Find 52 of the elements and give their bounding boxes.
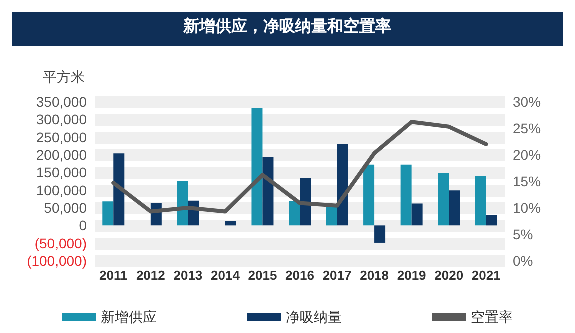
bar — [252, 108, 263, 226]
bar — [300, 178, 311, 226]
bar — [449, 190, 460, 226]
bar — [486, 215, 498, 226]
y-tick-label: (50,000) — [34, 235, 87, 252]
y2-tick-label: 10% — [513, 200, 542, 216]
y2-tick-label: 20% — [513, 147, 542, 163]
x-tick-label: 2014 — [210, 268, 241, 283]
y-tick-label: 50,000 — [44, 200, 88, 216]
x-tick-label: 2012 — [136, 268, 166, 283]
x-tick-label: 2015 — [248, 268, 278, 283]
bar — [326, 206, 338, 226]
y-tick-label: 350,000 — [36, 94, 88, 110]
bar — [177, 182, 188, 226]
bar — [364, 164, 375, 226]
bar — [475, 176, 486, 226]
legend-label: 净吸纳量 — [286, 309, 342, 325]
x-tick-label: 2018 — [360, 268, 390, 283]
y-tick-label: 0 — [79, 218, 88, 234]
y-axis-title: 平方米 — [43, 69, 85, 85]
y2-tick-label: 30% — [513, 94, 542, 110]
y2-tick-label: 0% — [513, 253, 534, 269]
legend-label: 空置率 — [471, 309, 513, 325]
y-tick-label: (100,000) — [27, 253, 87, 269]
legend-label: 新增供应 — [101, 309, 157, 325]
y2-tick-label: 15% — [513, 174, 542, 190]
x-tick-label: 2016 — [286, 268, 314, 283]
bar — [114, 154, 125, 226]
x-tick-label: 2017 — [322, 268, 352, 283]
x-tick-label: 2021 — [472, 268, 501, 283]
line-series — [112, 120, 488, 214]
y-tick-label: 150,000 — [36, 164, 88, 181]
x-tick-label: 2020 — [434, 268, 464, 283]
y-tick-label: 100,000 — [36, 182, 88, 198]
bar — [412, 204, 423, 226]
bar — [400, 164, 412, 226]
y-tick-label: 250,000 — [36, 129, 88, 146]
y-tick-label: 300,000 — [36, 112, 88, 128]
y2-tick-label: 25% — [513, 120, 542, 136]
bar — [374, 226, 386, 243]
bar — [438, 173, 450, 226]
chart-title: 新增供应，净吸纳量和空置率 — [182, 16, 392, 36]
x-tick-label: 2013 — [174, 268, 203, 283]
x-tick-label: 2019 — [397, 268, 426, 283]
bar — [337, 144, 348, 226]
x-tick-label: 2011 — [100, 268, 128, 283]
bar — [102, 202, 114, 226]
bar — [262, 157, 274, 226]
y-tick-label: 200,000 — [36, 147, 88, 163]
y2-tick-label: 5% — [513, 226, 534, 242]
bar — [225, 221, 236, 226]
bar — [289, 201, 300, 226]
